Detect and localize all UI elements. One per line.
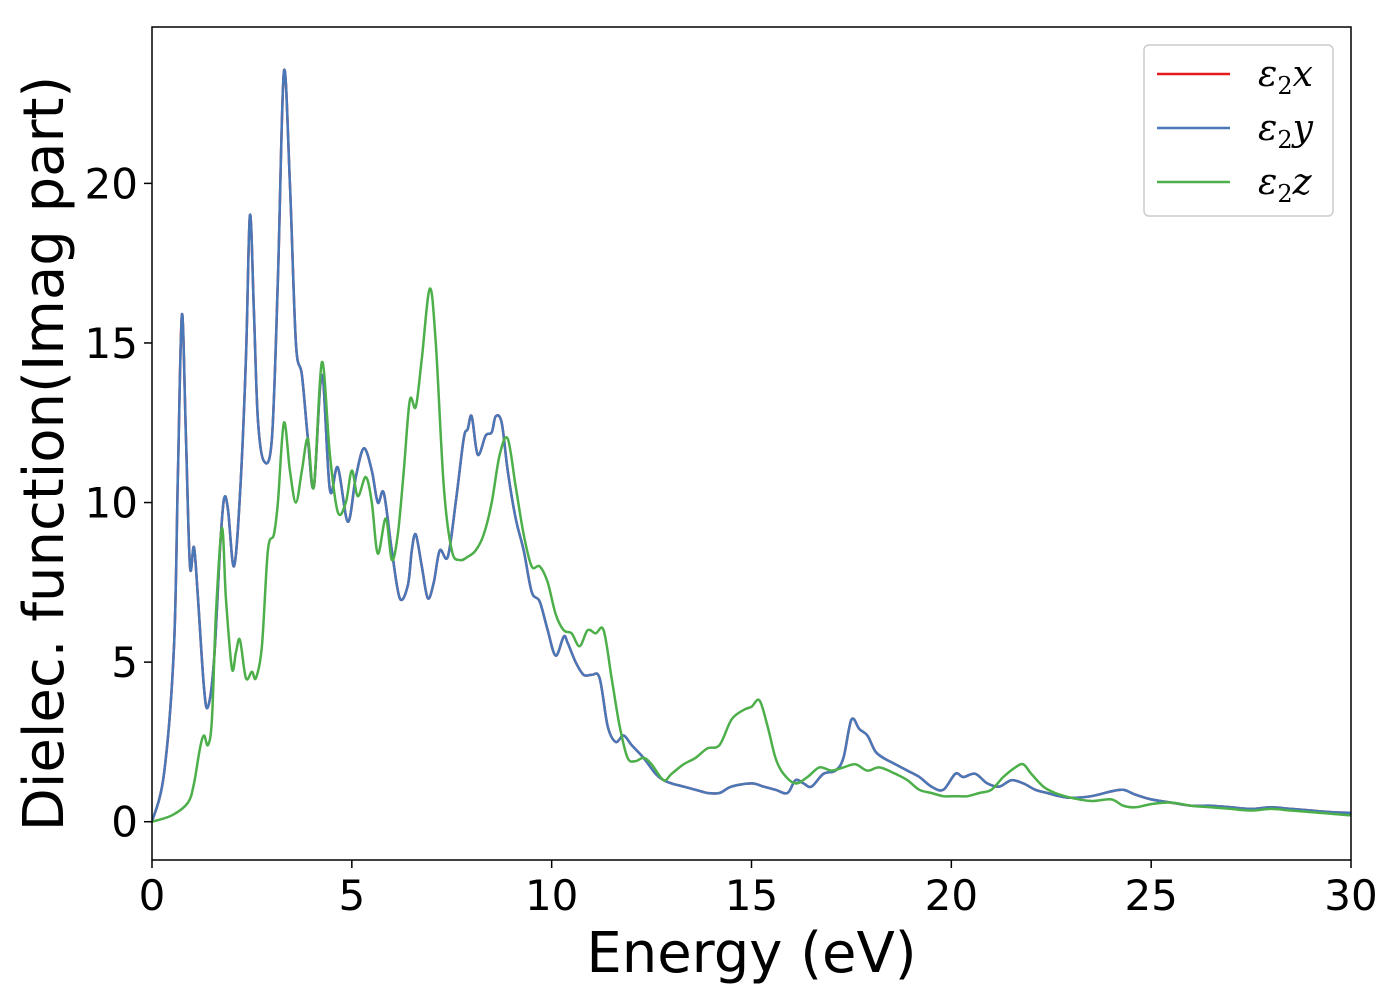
- series-line-z: [152, 287, 1351, 823]
- y-tick-label: 0: [111, 798, 138, 847]
- legend-entry-z: ε2z: [1157, 162, 1313, 208]
- x-tick-label: 30: [1324, 871, 1377, 920]
- x-tick-label: 10: [525, 871, 578, 920]
- y-axis-label: Dielec. function(Imag part): [12, 76, 77, 832]
- x-tick-label: 25: [1124, 871, 1177, 920]
- legend-entry-y: ε2y: [1157, 108, 1314, 154]
- legend: ε2x ε2y ε2z: [1143, 44, 1334, 217]
- legend-box: [1143, 44, 1334, 217]
- x-tick-label: 20: [925, 871, 978, 920]
- y-axis-ticks: 0 5 10 15 20: [85, 159, 152, 847]
- series-lines: [152, 68, 1351, 823]
- legend-label: ε2x: [1258, 54, 1313, 100]
- y-tick-label: 20: [85, 159, 138, 208]
- y-tick-label: 10: [85, 479, 138, 528]
- y-tick-label: 5: [111, 638, 138, 687]
- legend-label: ε2y: [1258, 108, 1314, 154]
- y-tick-label: 15: [85, 319, 138, 368]
- legend-label: ε2z: [1258, 162, 1313, 208]
- x-tick-label: 15: [725, 871, 778, 920]
- x-tick-label: 5: [338, 871, 365, 920]
- x-tick-label: 0: [139, 871, 166, 920]
- x-axis-label: Energy (eV): [586, 921, 916, 986]
- legend-entry-x: ε2x: [1157, 54, 1313, 100]
- series-line-y: [152, 68, 1351, 823]
- x-axis-ticks: 0 5 10 15 20 25 30: [139, 860, 1378, 920]
